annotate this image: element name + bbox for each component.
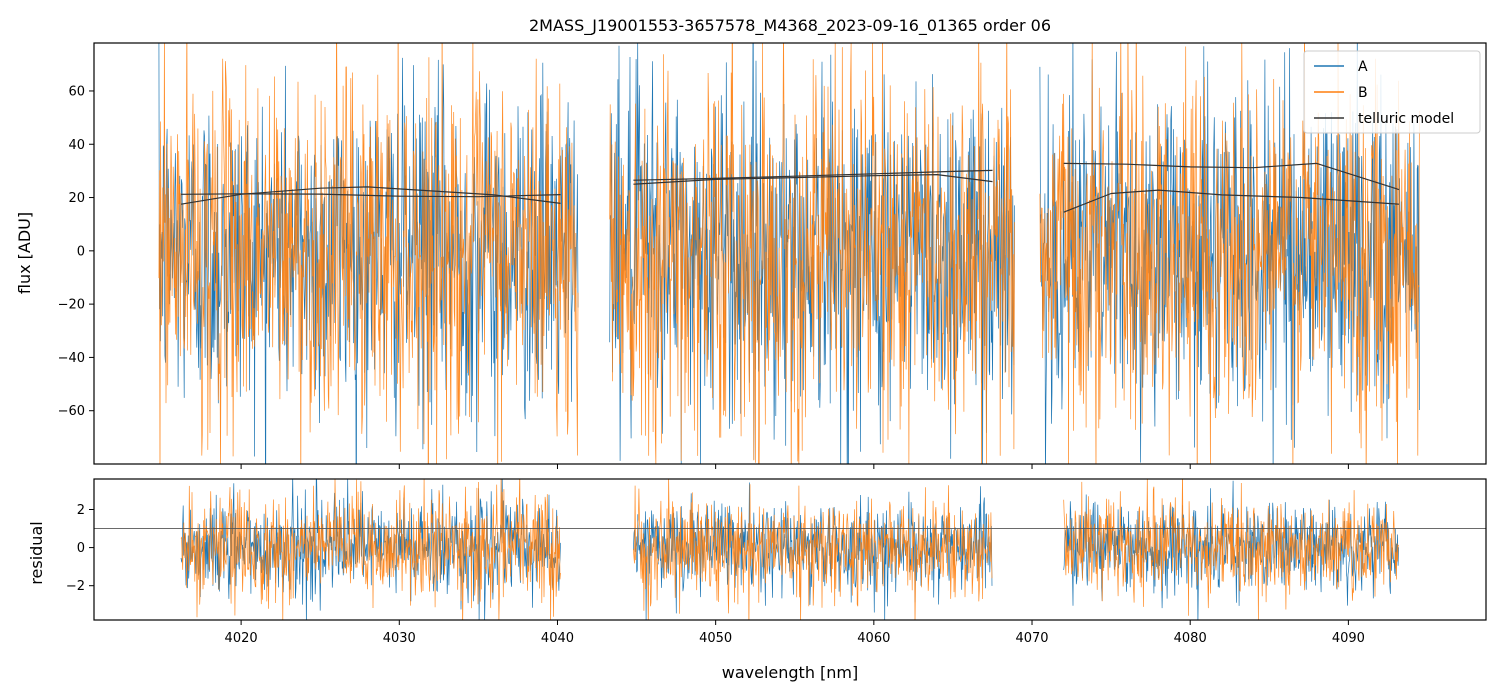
x-tick-label: 4050 — [699, 631, 732, 646]
legend-label-telluric: telluric model — [1358, 111, 1454, 127]
main-y-tick-label: −20 — [58, 298, 85, 313]
main-y-tick-label: 60 — [68, 84, 85, 99]
main-y-tick-label: −40 — [58, 351, 85, 366]
main-plot-frame — [93, 42, 1487, 465]
residual-b-segment-1 — [180, 479, 561, 620]
residual-y-tick-label: −2 — [66, 579, 85, 594]
main-y-tick-label: 0 — [77, 244, 85, 259]
x-tick-label: 4090 — [1332, 631, 1365, 646]
main-y-tick-label: 20 — [68, 191, 85, 206]
main-y-tick-label: 40 — [68, 138, 85, 153]
x-tick-label: 4040 — [541, 631, 574, 646]
x-tick-label: 4030 — [383, 631, 416, 646]
telluric-model-curve-6 — [1063, 189, 1400, 213]
residual-plot-area — [94, 479, 1486, 620]
legend: A B telluric model — [1303, 50, 1481, 134]
main-plot-area — [158, 43, 1420, 464]
telluric-model-curve-1 — [180, 193, 561, 198]
residual-y-tick-label: 2 — [77, 503, 85, 518]
series-a-segment-3 — [1039, 43, 1420, 464]
telluric-model-curve-5 — [1063, 162, 1400, 191]
legend-label-a: A — [1358, 59, 1368, 75]
legend-box — [1303, 50, 1481, 134]
x-tick-label: 4070 — [1015, 631, 1048, 646]
main-y-axis-label: flux [ADU] — [15, 212, 34, 294]
series-b-segment-1 — [158, 43, 579, 464]
telluric-model-curve-3 — [633, 169, 993, 181]
residual-y-axis: −2 0 2 — [66, 503, 94, 594]
residual-x-axis: 4020 4030 4040 4050 4060 4070 4080 4090 — [225, 620, 1365, 646]
telluric-model-curve-4 — [633, 174, 993, 185]
residual-y-axis-label: residual — [27, 521, 46, 584]
chart-title: 2MASS_J19001553-3657578_M4368_2023-09-16… — [529, 16, 1051, 36]
telluric-model-curve-2 — [180, 186, 561, 205]
x-axis-label: wavelength [nm] — [722, 663, 859, 682]
series-a-segment-1 — [158, 43, 579, 464]
main-x-axis — [240, 464, 1349, 469]
series-b-segment-3 — [1039, 43, 1420, 464]
main-y-tick-label: −60 — [58, 404, 85, 419]
residual-b-segment-3 — [1063, 479, 1399, 620]
x-tick-label: 4080 — [1174, 631, 1207, 646]
legend-label-b: B — [1358, 85, 1368, 101]
x-tick-label: 4060 — [857, 631, 890, 646]
main-y-axis: −60 −40 −20 0 20 40 60 — [58, 84, 94, 419]
residual-plot-frame — [93, 478, 1487, 621]
residual-y-tick-label: 0 — [77, 541, 85, 556]
residual-b-segment-2 — [633, 479, 993, 620]
x-tick-label: 4020 — [225, 631, 258, 646]
series-b-segment-2 — [609, 43, 1015, 464]
